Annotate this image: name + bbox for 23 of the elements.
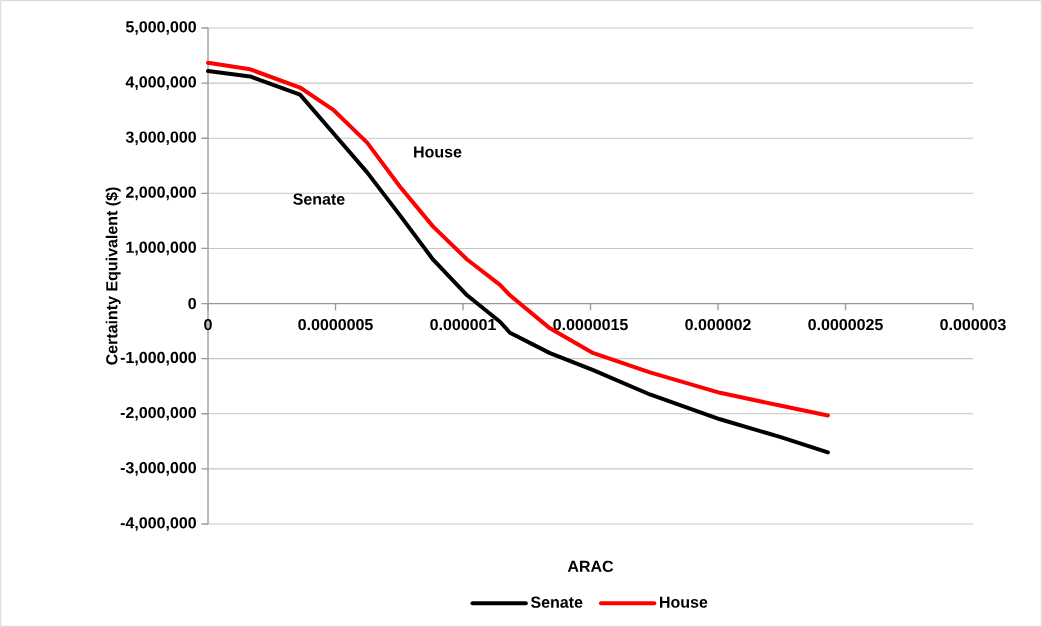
x-axis-title: ARAC	[567, 560, 614, 573]
y-tick-label: 0	[188, 297, 196, 310]
x-tick-label: 0.000002	[685, 318, 751, 331]
y-tick-label: 4,000,000	[125, 76, 196, 90]
y-tick-label: 2,000,000	[126, 186, 196, 201]
y-tick-label: 1,000,000	[126, 241, 196, 256]
legend-label: House	[660, 596, 708, 608]
y-axis-title: Certainty Equivalent ($)	[105, 187, 121, 365]
x-tick-label: 0	[204, 318, 212, 331]
legend-label: Senate	[530, 596, 583, 608]
x-tick-label: 0.0000015	[553, 318, 628, 331]
y-tick-label: 3,000,000	[125, 131, 196, 146]
y-tick-label: -3,000,000	[120, 462, 196, 476]
annotation: Senate	[293, 193, 345, 205]
y-tick-label: -2,000,000	[120, 406, 196, 421]
y-tick-label: 5,000,000	[125, 21, 196, 35]
x-tick-label: 0.000001	[430, 318, 496, 331]
annotation: House	[414, 146, 462, 158]
y-tick-label: -4,000,000	[120, 517, 196, 531]
x-tick-label: 0.0000025	[808, 318, 883, 331]
y-tick-label: -1,000,000	[120, 351, 196, 366]
x-tick-label: 0.0000005	[298, 318, 373, 331]
x-tick-label: 0.000003	[940, 318, 1006, 331]
